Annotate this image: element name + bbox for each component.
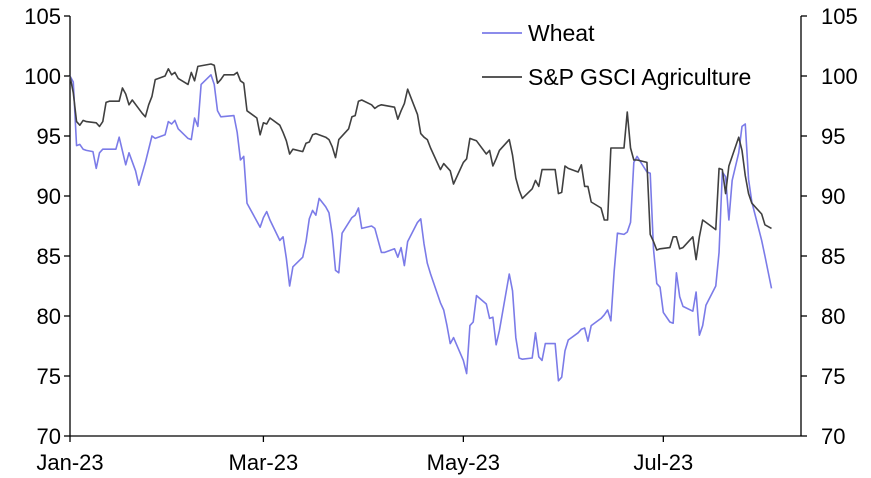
- series-line-sp-gsci-agriculture: [69, 63, 772, 261]
- legend: Wheat S&P GSCI Agriculture: [482, 20, 751, 90]
- x-tick-label: Mar-23: [229, 450, 299, 475]
- left-y-tick-label: 100: [24, 64, 61, 89]
- axes: 70 70 75 75 80 80 85 85 90 90 95 95 100 100 105 105 Jan-…: [24, 4, 857, 475]
- right-y-tick-label: 105: [821, 4, 858, 29]
- series-layer: [69, 63, 773, 382]
- left-y-tick-label: 105: [24, 4, 61, 29]
- right-y-tick-label: 70: [821, 424, 845, 449]
- legend-label-wheat: Wheat: [528, 20, 595, 46]
- right-y-tick-label: 75: [821, 364, 845, 389]
- series-line-wheat: [69, 74, 773, 382]
- x-tick-label: Jul-23: [633, 450, 693, 475]
- left-y-tick-label: 75: [37, 364, 61, 389]
- left-y-tick-label: 80: [37, 304, 61, 329]
- left-y-tick-label: 95: [37, 124, 61, 149]
- right-y-tick-label: 95: [821, 124, 845, 149]
- right-y-tick-label: 85: [821, 244, 845, 269]
- right-y-tick-label: 100: [821, 64, 858, 89]
- x-tick-label: Jan-23: [36, 450, 103, 475]
- legend-label-sp-gsci-agriculture: S&P GSCI Agriculture: [528, 64, 751, 90]
- right-y-tick-label: 80: [821, 304, 845, 329]
- left-y-tick-label: 70: [37, 424, 61, 449]
- x-tick-label: May-23: [427, 450, 500, 475]
- left-y-tick-label: 85: [37, 244, 61, 269]
- left-y-tick-label: 90: [37, 184, 61, 209]
- right-y-tick-label: 90: [821, 184, 845, 209]
